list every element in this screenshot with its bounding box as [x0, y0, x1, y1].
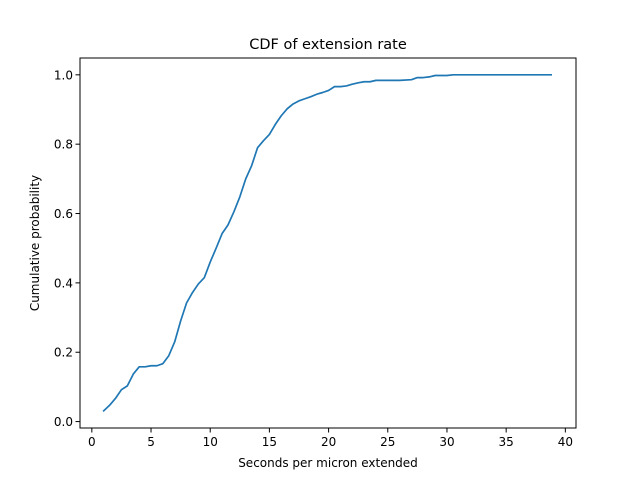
x-tick-label: 15 — [262, 435, 277, 449]
x-tick-label: 10 — [203, 435, 218, 449]
series-layer — [102, 73, 552, 413]
y-tick-label: 0.0 — [54, 415, 73, 429]
y-tick-label: 0.2 — [54, 346, 73, 360]
x-tick-label: 0 — [88, 435, 96, 449]
x-tick-label: 40 — [558, 435, 573, 449]
y-tick-label: 0.8 — [54, 138, 73, 152]
cdf-line — [102, 73, 552, 413]
x-tick-label: 5 — [147, 435, 155, 449]
y-tick-label: 0.4 — [54, 276, 73, 290]
y-axis-title: Cumulative probability — [28, 175, 42, 311]
y-tick-label: 1.0 — [54, 68, 73, 82]
x-axis-title: Seconds per micron extended — [238, 456, 418, 470]
chart-title: CDF of extension rate — [249, 37, 407, 53]
x-tick-label: 20 — [321, 435, 336, 449]
x-tick-label: 25 — [380, 435, 395, 449]
y-tick-label: 0.6 — [54, 207, 73, 221]
x-tick-label: 35 — [499, 435, 514, 449]
x-tick-label: 30 — [439, 435, 454, 449]
ticks-layer: 0 5 10 15 20 25 30 35 40 0.0 0.2 0.4 0.6 0.8 1.0 — [54, 68, 573, 449]
axes-frame — [79, 57, 577, 429]
